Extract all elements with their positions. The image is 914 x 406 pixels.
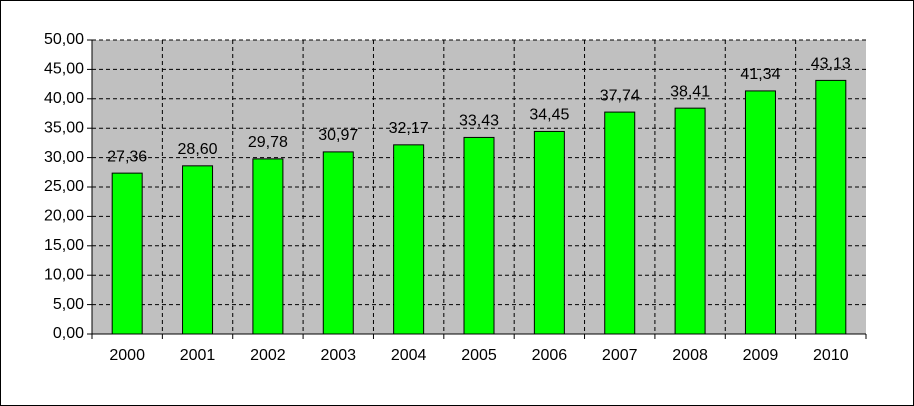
y-tick-label: 5,00: [53, 296, 84, 313]
y-tick-label: 35,00: [44, 119, 84, 136]
bar: [182, 165, 214, 335]
bar: [463, 136, 495, 335]
bar: [744, 90, 776, 335]
x-tick-label: 2004: [391, 347, 427, 364]
data-label: 38,41: [670, 83, 710, 100]
data-label: 34,45: [529, 107, 569, 124]
y-tick-label: 30,00: [44, 149, 84, 166]
x-tick-label: 2007: [602, 347, 638, 364]
bar: [533, 130, 565, 335]
y-tick-label: 40,00: [44, 90, 84, 107]
data-label: 41,34: [740, 66, 780, 83]
y-tick-label: 20,00: [44, 208, 84, 225]
y-tick-label: 15,00: [44, 237, 84, 254]
bar: [252, 158, 284, 335]
bar: [393, 144, 425, 335]
bar: [815, 79, 847, 335]
x-tick-label: 2006: [532, 347, 568, 364]
bar: [604, 111, 636, 335]
y-tick-label: 10,00: [44, 266, 84, 283]
y-tick-label: 50,00: [44, 31, 84, 48]
x-tick-label: 2001: [180, 347, 216, 364]
data-label: 29,78: [248, 134, 288, 151]
data-label: 32,17: [389, 120, 429, 137]
data-label: 28,60: [178, 141, 218, 158]
data-label: 33,43: [459, 113, 499, 130]
data-label: 37,74: [600, 87, 640, 104]
data-label: 27,36: [107, 148, 147, 165]
x-tick-label: 2002: [250, 347, 286, 364]
x-tick-label: 2005: [461, 347, 497, 364]
data-label: 43,13: [811, 56, 851, 73]
x-tick-label: 2009: [743, 347, 779, 364]
x-tick-label: 2008: [672, 347, 708, 364]
bar: [674, 107, 706, 335]
x-tick-label: 2003: [320, 347, 356, 364]
y-tick-label: 45,00: [44, 61, 84, 78]
data-label: 30,97: [318, 127, 358, 144]
y-tick-label: 25,00: [44, 178, 84, 195]
bar: [322, 151, 354, 335]
y-tick-label: 0,00: [53, 325, 84, 342]
x-tick-label: 2000: [109, 347, 145, 364]
bar: [111, 172, 143, 335]
x-tick-label: 2010: [813, 347, 849, 364]
